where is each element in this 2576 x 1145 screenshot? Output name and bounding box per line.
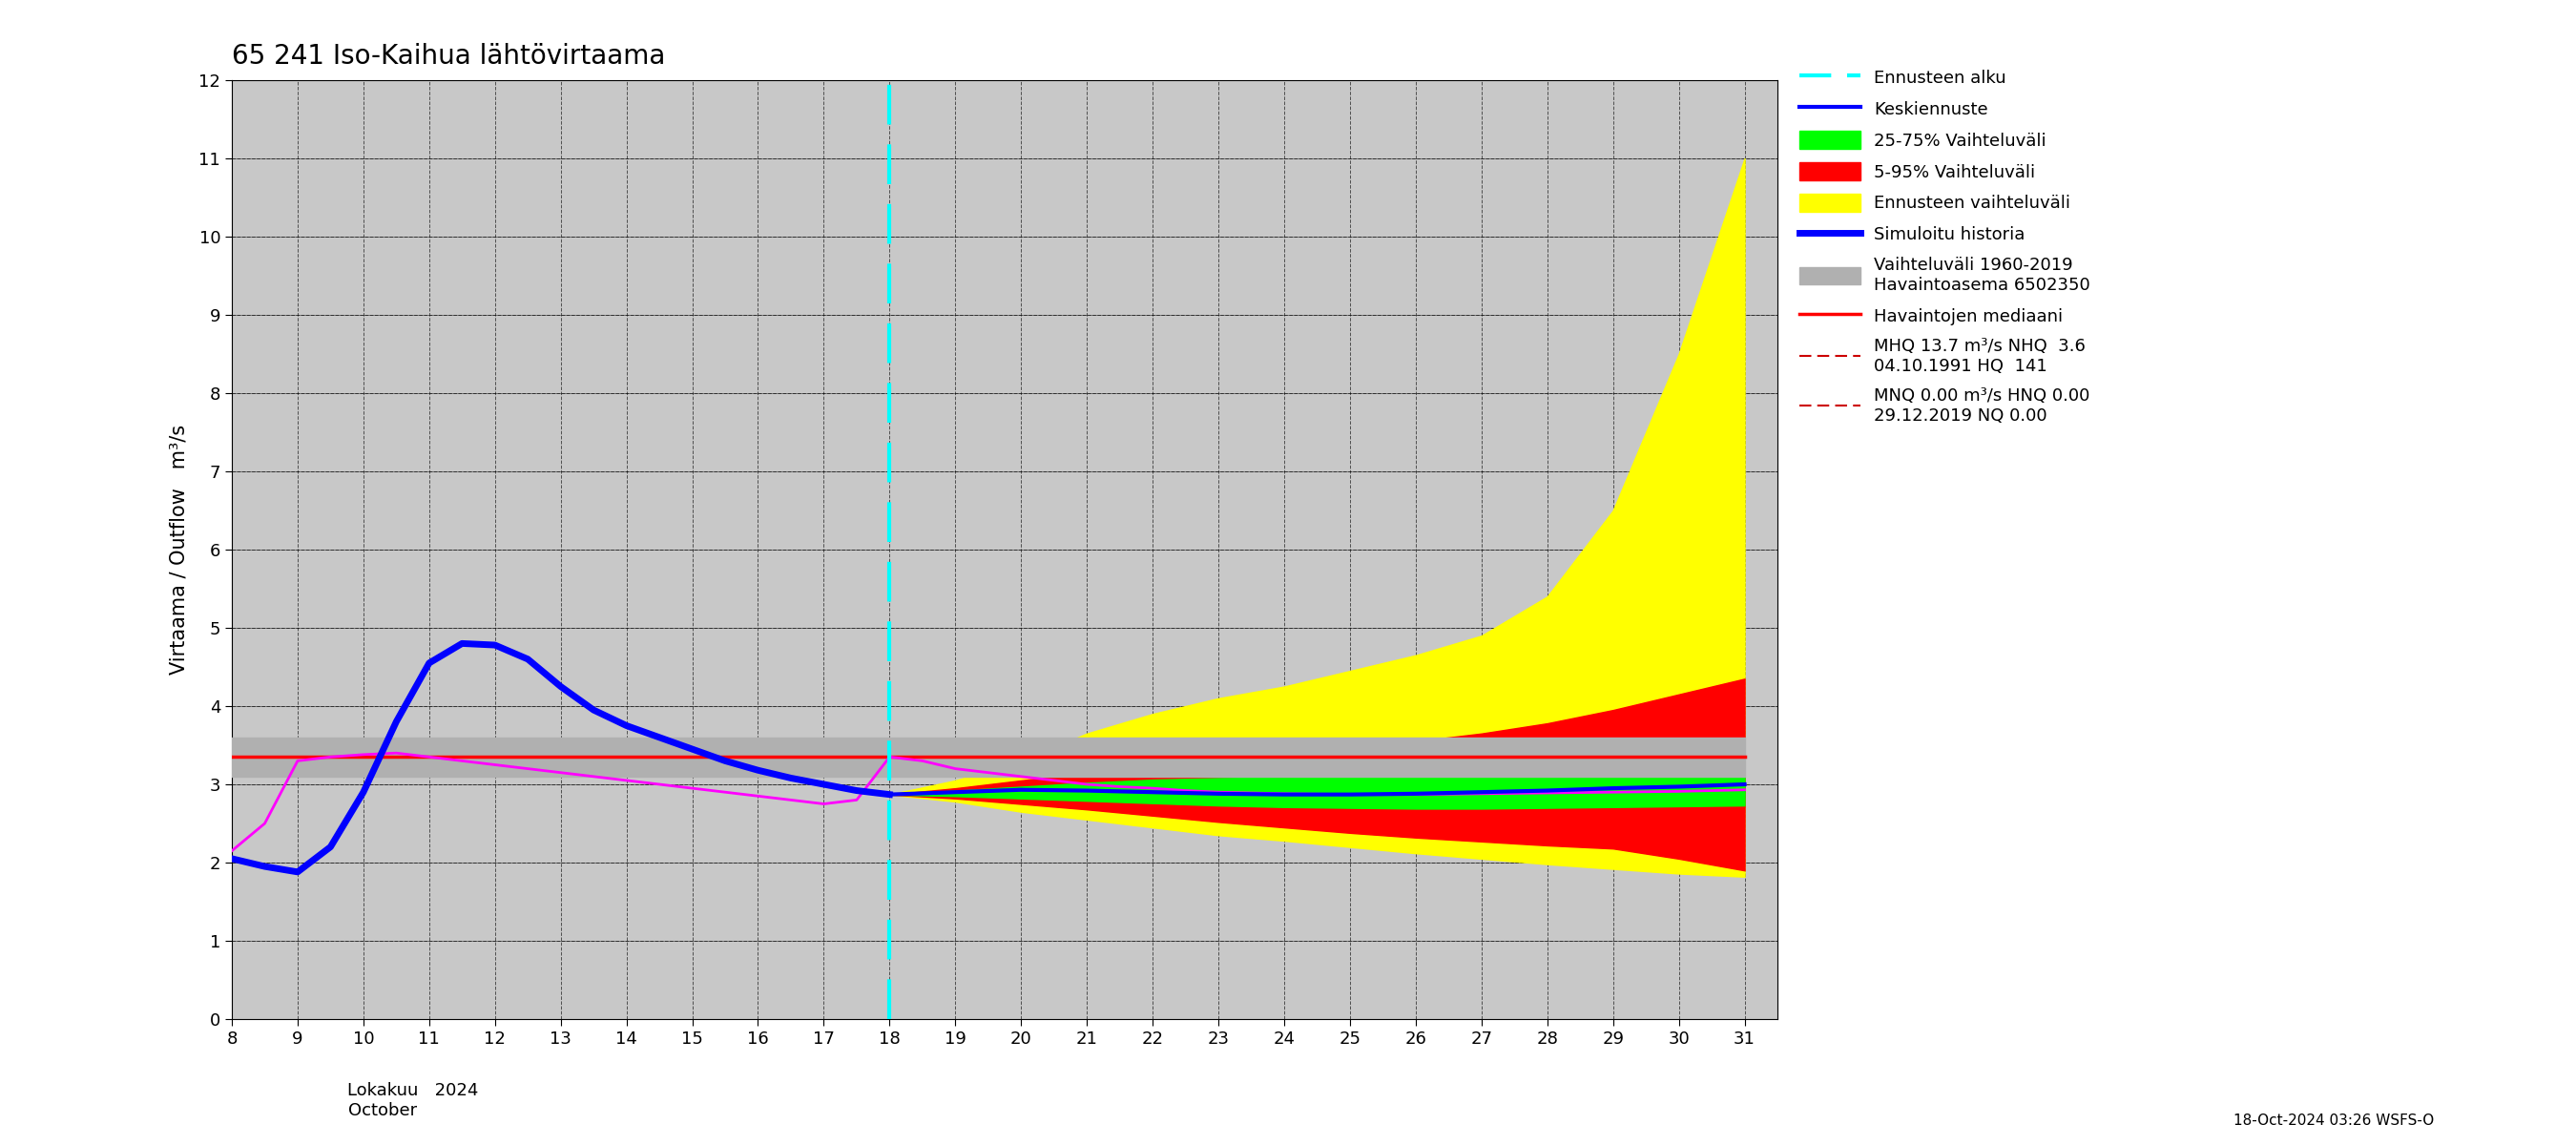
Text: 18-Oct-2024 03:26 WSFS-O: 18-Oct-2024 03:26 WSFS-O: [2233, 1113, 2434, 1128]
Legend: Ennusteen alku, Keskiennuste, 25-75% Vaihteluväli, 5-95% Vaihteluväli, Ennusteen: Ennusteen alku, Keskiennuste, 25-75% Vai…: [1793, 62, 2097, 432]
Text: 65 241 Iso-Kaihua lähtövirtaama: 65 241 Iso-Kaihua lähtövirtaama: [232, 44, 665, 70]
Y-axis label: Virtaama / Outflow   m³/s: Virtaama / Outflow m³/s: [170, 425, 188, 674]
Text: Lokakuu   2024
October: Lokakuu 2024 October: [348, 1082, 479, 1119]
